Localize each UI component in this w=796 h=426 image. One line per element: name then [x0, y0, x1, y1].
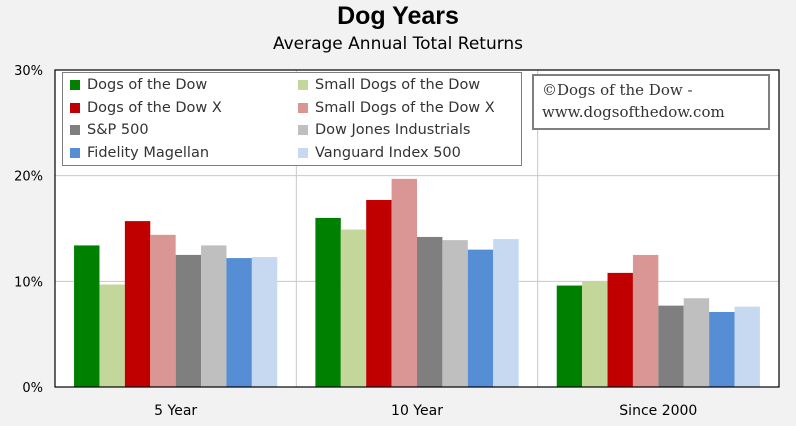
bar: [315, 217, 341, 387]
plot-frame: [54, 69, 780, 388]
y-tick-label: 30%: [14, 64, 43, 79]
legend-label: Fidelity Magellan: [87, 144, 210, 161]
website-line: www.dogsofthedow.com: [542, 103, 725, 121]
legend-label: Dow Jones Industrials: [315, 122, 471, 138]
bar: [74, 245, 100, 387]
legend-label: Dogs of the Dow: [87, 77, 208, 93]
y-tick-label: 20%: [14, 170, 43, 185]
legend-item: Small Dogs of the Dow X: [298, 97, 495, 119]
bar: [99, 284, 125, 387]
bar: [175, 254, 202, 387]
legend-swatch: [298, 102, 308, 113]
legend-item: Vanguard Index 500: [298, 142, 461, 164]
legend-label: S&P 500: [87, 122, 149, 138]
legend-item: Fidelity Magellan: [70, 142, 209, 164]
legend-swatch: [298, 147, 308, 158]
bar: [467, 249, 494, 387]
legend-swatch: [70, 80, 80, 90]
chart-title: Dog Years: [337, 2, 459, 30]
bar: [734, 306, 760, 387]
legend-swatch: [70, 147, 80, 158]
bar: [226, 258, 252, 387]
bar: [391, 178, 417, 387]
chart-legend: Dogs of the Dow Small Dogs of the Dow Dogs…: [62, 72, 522, 166]
bar: [556, 285, 583, 387]
bar: [582, 281, 608, 387]
bar: [607, 272, 633, 387]
bar: [201, 245, 227, 387]
bar: [683, 298, 710, 387]
legend-label: Dogs of the Dow X: [87, 99, 222, 116]
x-tick-label: Since 2000: [619, 403, 697, 419]
x-tick-label: 10 Year: [391, 403, 443, 419]
legend-swatch: [70, 125, 80, 135]
bar: [340, 229, 367, 387]
legend-label: Small Dogs of the Dow: [315, 77, 481, 93]
legend-swatch: [70, 102, 80, 113]
legend-label: Vanguard Index 500: [315, 144, 461, 161]
y-tick-label: 10%: [14, 275, 43, 290]
x-tick-label: 5 Year: [154, 403, 197, 419]
bar: [251, 257, 278, 387]
bar: [442, 240, 468, 387]
y-tick-label: 0%: [22, 381, 43, 396]
bar: [366, 199, 392, 387]
legend-item: S&P 500: [70, 119, 149, 141]
bar: [658, 305, 684, 387]
chart-subtitle: Average Annual Total Returns: [272, 34, 524, 54]
copyright-line: ©Dogs of the Dow -: [542, 81, 693, 99]
bar: [493, 239, 519, 387]
bar: [124, 221, 151, 387]
bar: [632, 254, 659, 387]
legend-item: Small Dogs of the Dow: [298, 74, 480, 96]
legend-item: Dogs of the Dow: [70, 74, 207, 96]
legend-swatch: [298, 80, 308, 90]
bar: [709, 311, 735, 387]
legend-label: Small Dogs of the Dow X: [315, 99, 495, 116]
legend-swatch: [298, 125, 308, 135]
legend-item: Dogs of the Dow X: [70, 97, 222, 119]
bar: [417, 236, 443, 387]
legend-item: Dow Jones Industrials: [298, 119, 471, 141]
bar: [150, 234, 176, 387]
copyright-annotation: ©Dogs of the Dow - www.dogsofthedow.com: [532, 74, 770, 130]
